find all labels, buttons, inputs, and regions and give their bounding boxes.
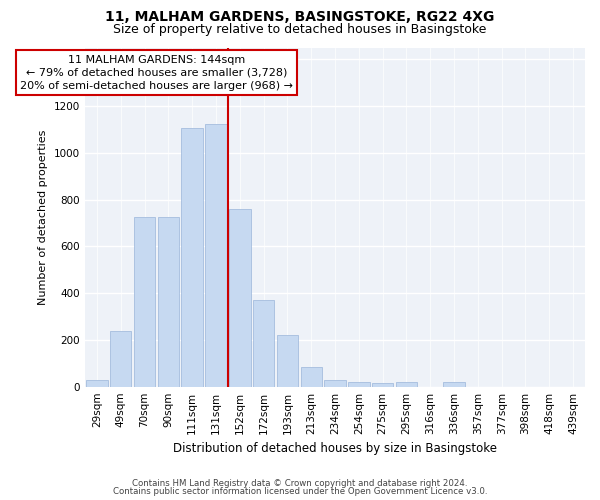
Text: Contains public sector information licensed under the Open Government Licence v3: Contains public sector information licen… xyxy=(113,487,487,496)
Bar xyxy=(158,217,179,386)
Bar xyxy=(348,382,370,386)
X-axis label: Distribution of detached houses by size in Basingstoke: Distribution of detached houses by size … xyxy=(173,442,497,455)
Text: Size of property relative to detached houses in Basingstoke: Size of property relative to detached ho… xyxy=(113,22,487,36)
Text: Contains HM Land Registry data © Crown copyright and database right 2024.: Contains HM Land Registry data © Crown c… xyxy=(132,478,468,488)
Bar xyxy=(443,382,465,386)
Y-axis label: Number of detached properties: Number of detached properties xyxy=(38,130,49,305)
Bar xyxy=(134,217,155,386)
Bar xyxy=(181,128,203,386)
Text: 11 MALHAM GARDENS: 144sqm
← 79% of detached houses are smaller (3,728)
20% of se: 11 MALHAM GARDENS: 144sqm ← 79% of detac… xyxy=(20,54,293,91)
Bar xyxy=(110,331,131,386)
Bar xyxy=(325,380,346,386)
Text: 11, MALHAM GARDENS, BASINGSTOKE, RG22 4XG: 11, MALHAM GARDENS, BASINGSTOKE, RG22 4X… xyxy=(106,10,494,24)
Bar xyxy=(253,300,274,386)
Bar xyxy=(372,383,394,386)
Bar xyxy=(277,335,298,386)
Bar xyxy=(229,209,251,386)
Bar xyxy=(396,382,417,386)
Bar xyxy=(86,380,107,386)
Bar xyxy=(301,367,322,386)
Bar xyxy=(205,124,227,386)
